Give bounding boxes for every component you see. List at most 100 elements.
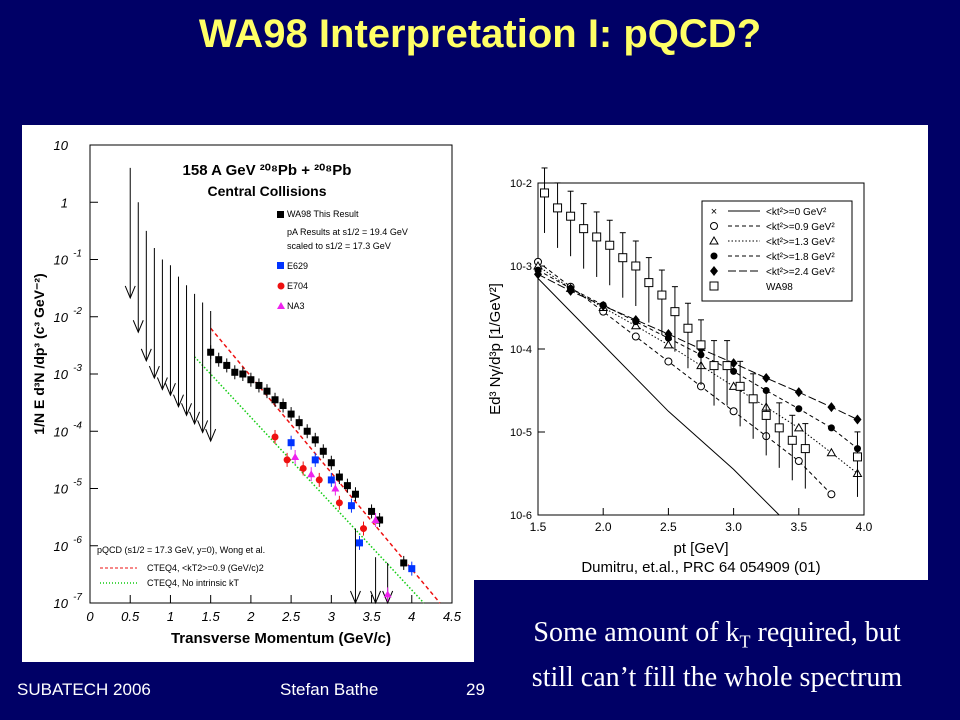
y-tick-exponent: -5 <box>73 478 82 489</box>
data-point <box>231 368 239 376</box>
theory-legend-label: CTEQ4, No intrinsic kT <box>147 578 240 588</box>
data-point <box>722 361 732 371</box>
x-tick-label: 3.5 <box>790 520 807 534</box>
y-tick-label: 10-4 <box>510 344 532 356</box>
upper-limit-arrow <box>140 348 152 363</box>
data-point <box>303 427 311 435</box>
data-point <box>540 188 550 198</box>
data-point <box>347 502 355 510</box>
data-point <box>762 373 771 384</box>
data-point <box>291 453 300 461</box>
footer-author: Stefan Bathe <box>280 680 379 699</box>
data-point <box>631 314 640 325</box>
data-point <box>327 459 335 467</box>
caption-subscript: T <box>739 631 751 652</box>
y-tick-label: 10-6 <box>510 510 532 522</box>
upper-limit-arrow <box>124 285 136 300</box>
legend-label: scaled to s1/2 = 17.3 GeV <box>287 241 391 251</box>
slide-caption: Some amount of kT required, but still ca… <box>474 615 960 696</box>
caption-line-1-rest: required, but <box>750 617 901 648</box>
x-tick-label: 2.0 <box>595 520 612 534</box>
data-point <box>728 381 739 390</box>
right-chart-panel: 1.5 2.0 2.5 3.0 3.5 4.0 10-2 10-3 10-4 10-5 10-6 pt… <box>474 125 928 580</box>
upper-limit-arrow <box>156 377 168 391</box>
upper-limit-arrow <box>205 428 217 443</box>
left-chart-panel: 0 0.5 1 1.5 2 2.5 3 3.5 4 4.5 10 1 10 -1 10 -2 10 -3 10 -4 1… <box>22 125 474 662</box>
upper-limit-arrow <box>350 590 361 605</box>
footer-conference: SUBATECH 2006 <box>17 680 151 699</box>
data-point <box>368 507 376 515</box>
x-tick-label: 4 <box>408 609 415 624</box>
data-point <box>400 559 408 567</box>
data-point <box>279 401 287 409</box>
upper-limit-arrow <box>189 411 201 426</box>
data-point <box>729 358 738 369</box>
y-axis-label: Ed³ Nγ/d³p [1/GeV²] <box>487 283 504 415</box>
legend-marker <box>710 252 718 260</box>
data-point <box>311 456 319 464</box>
y-tick-label: 10 <box>54 253 69 268</box>
series-line <box>537 261 832 495</box>
upper-limit-arrow <box>181 403 192 417</box>
y-tick-label: 10 <box>54 482 69 497</box>
upper-limit-arrow <box>173 394 184 408</box>
data-point <box>271 433 279 441</box>
legend-label: <kt²>=1.3 GeV² <box>766 237 835 248</box>
data-point <box>579 224 589 234</box>
x-tick-label: 1 <box>167 609 174 624</box>
upper-limit-arrow <box>148 365 160 380</box>
legend-label: <kt²>=0 GeV² <box>766 207 827 218</box>
data-point <box>631 261 641 271</box>
chart-title: 158 A GeV ²⁰⁸Pb + ²⁰⁸Pb <box>183 162 352 179</box>
x-tick-label: 3.0 <box>725 520 742 534</box>
data-point <box>319 447 327 455</box>
data-point <box>853 414 862 425</box>
data-point <box>599 300 608 311</box>
slide-title: WA98 Interpretation I: pQCD? <box>198 12 762 56</box>
data-point <box>247 376 255 384</box>
data-point <box>376 516 384 524</box>
data-point <box>794 457 803 466</box>
data-point <box>827 424 835 432</box>
data-point <box>553 203 563 213</box>
data-point <box>351 490 359 498</box>
upper-limit-arrow <box>382 590 394 605</box>
x-axis-label: pt [GeV] <box>673 540 728 557</box>
y-tick-label: 10-2 <box>510 178 532 190</box>
data-point <box>223 361 231 369</box>
x-tick-label: 0.5 <box>121 609 140 624</box>
data-point <box>327 476 335 484</box>
upper-limit-arrow <box>370 590 382 605</box>
y-tick-label: 10 <box>54 424 69 439</box>
data-point <box>287 410 295 418</box>
caption-line-1-text: Some amount of k <box>533 617 740 648</box>
kt-comparison-chart: 1.5 2.0 2.5 3.0 3.5 4.0 10-2 10-3 10-4 10-5 10-6 pt… <box>487 167 873 576</box>
data-point <box>657 290 667 300</box>
legend-marker <box>709 235 719 245</box>
data-point <box>787 435 797 445</box>
data-point <box>683 323 693 333</box>
legend-marker-e704 <box>277 282 285 290</box>
data-point <box>311 436 319 444</box>
legend-marker: × <box>711 206 717 218</box>
data-point <box>605 240 615 250</box>
y-tick-exponent: -3 <box>73 363 82 374</box>
y-tick-label: 10 <box>54 367 69 382</box>
data-point <box>729 407 738 416</box>
y-tick-exponent: -6 <box>73 535 82 546</box>
data-point <box>215 356 223 364</box>
series-line <box>537 278 780 516</box>
y-tick-label: 10 <box>54 138 69 153</box>
data-point <box>239 370 247 378</box>
data-point <box>295 419 303 427</box>
data-point <box>408 565 416 573</box>
data-point <box>761 410 771 420</box>
x-tick-label: 2.5 <box>281 609 301 624</box>
y-tick-exponent: -2 <box>73 306 82 317</box>
wa98-photon-spectrum-chart: 0 0.5 1 1.5 2 2.5 3 3.5 4 4.5 10 1 10 -1 10 -2 10 -3 10 -4 1… <box>31 138 462 647</box>
theory-curve <box>210 327 441 604</box>
x-tick-label: 1.5 <box>530 520 547 534</box>
x-tick-label: 3 <box>328 609 336 624</box>
data-point <box>331 484 340 492</box>
data-point <box>852 452 862 462</box>
